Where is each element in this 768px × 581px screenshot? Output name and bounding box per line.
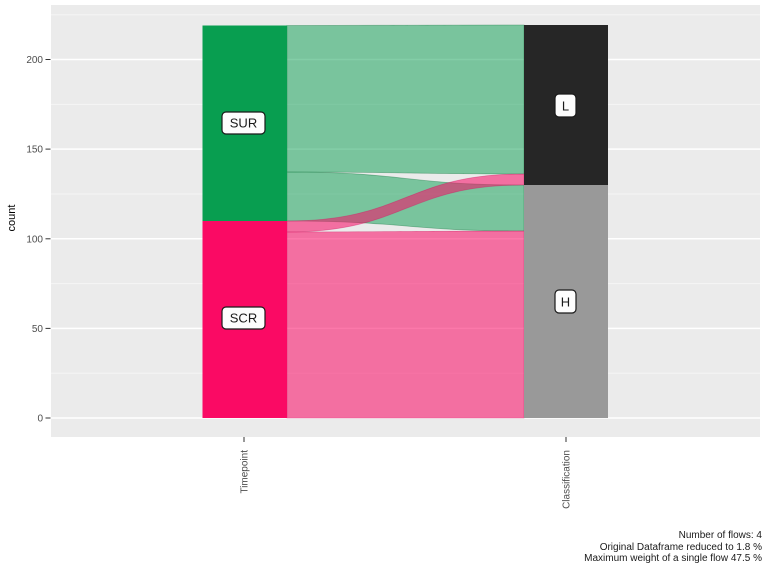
y-tick-0: 0 — [37, 414, 43, 425]
strata — [202, 25, 608, 418]
y-tick-50: 50 — [32, 324, 44, 335]
flow-sur-to-l — [286, 24, 525, 175]
stratum-label-h: H — [554, 289, 577, 314]
x-tick-timepoint: Timepoint — [240, 450, 251, 494]
x-axis-ticks — [243, 437, 567, 442]
stratum-label-scr: SCR — [221, 306, 266, 330]
caption-line-reduced: Original Dataframe reduced to 1.8 % — [599, 541, 762, 553]
y-axis-ticks — [45, 59, 51, 419]
y-tick-200: 200 — [26, 55, 43, 66]
y-tick-100: 100 — [26, 234, 43, 245]
x-tick-classification: Classification — [562, 450, 573, 509]
caption-line-flows: Number of flows: 4 — [678, 530, 762, 541]
y-axis-labels: 0 50 100 150 200 — [26, 55, 43, 425]
flow-scr-to-h — [286, 230, 525, 419]
y-tick-150: 150 — [26, 145, 43, 156]
stratum-label-l: L — [554, 93, 577, 118]
stratum-label-h-text: H — [561, 295, 570, 310]
plot-caption: Number of flows: 4 Original Dataframe re… — [362, 530, 762, 565]
flows — [286, 24, 525, 419]
stratum-label-scr-text: SCR — [230, 311, 257, 326]
stratum-label-sur-text: SUR — [230, 116, 257, 131]
stratum-label-l-text: L — [562, 99, 569, 114]
y-axis-title: count — [6, 205, 18, 232]
caption-line-maxweight: Maximum weight of a single flow 47.5 % — [584, 553, 762, 564]
stratum-label-sur: SUR — [221, 111, 266, 135]
x-axis-labels: Timepoint Classification — [240, 450, 573, 509]
stratum-labels: SUR SCR L H — [221, 93, 577, 330]
